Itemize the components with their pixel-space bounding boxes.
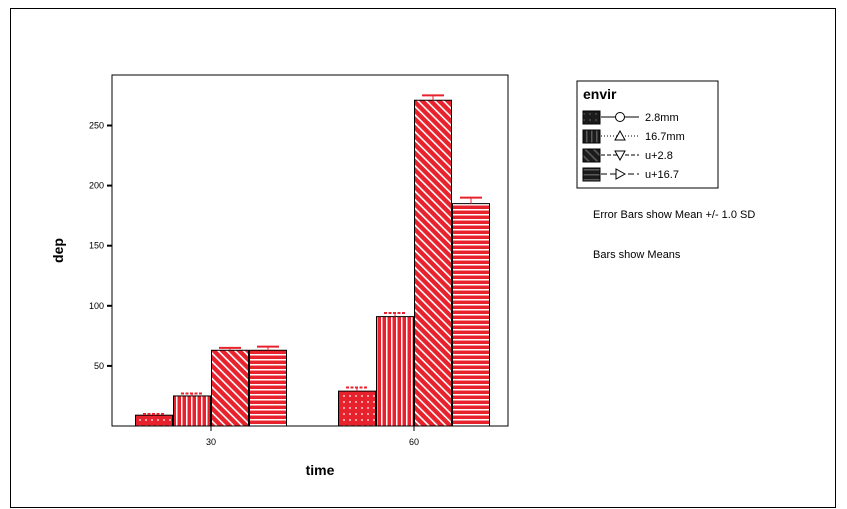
legend-marker	[614, 150, 626, 162]
bar	[414, 99, 452, 427]
bar	[249, 349, 287, 427]
legend-entry-label: 2.8mm	[645, 112, 679, 124]
y-tick-label: 50	[94, 361, 104, 371]
legend-swatch	[582, 148, 601, 163]
bar	[376, 316, 414, 427]
y-tick-label: 250	[89, 120, 104, 130]
bar	[211, 349, 249, 427]
legend-entry-label: u+16.7	[645, 169, 679, 181]
legend-entry-label: 16.7mm	[645, 131, 685, 143]
y-tick-label: 150	[89, 241, 104, 251]
bar	[452, 203, 490, 427]
legend-swatch	[582, 129, 601, 144]
chart-frame: 50 100 150 200 250 30 60 time dep envir 2.8mm 16.7…	[10, 8, 836, 508]
error-bars-note: Error Bars show Mean +/- 1.0 SD	[593, 209, 756, 221]
bar	[173, 395, 211, 427]
legend-marker	[615, 168, 627, 180]
x-tick-label: 60	[409, 437, 419, 447]
legend-marker	[614, 129, 626, 141]
legend-title: envir	[583, 86, 617, 102]
bar	[135, 414, 173, 427]
x-tick-label: 30	[206, 437, 216, 447]
legend-swatch	[582, 167, 601, 182]
y-axis-label: dep	[50, 238, 66, 263]
legend-marker	[615, 112, 625, 122]
bar	[338, 390, 376, 427]
y-tick-label: 100	[89, 301, 104, 311]
y-tick-label: 200	[89, 181, 104, 191]
x-axis-label: time	[306, 462, 335, 478]
bars-note: Bars show Means	[593, 249, 681, 261]
legend-swatch	[582, 110, 601, 125]
bar-chart: 50 100 150 200 250 30 60 time dep envir 2.8mm 16.7…	[50, 74, 719, 478]
plot-area	[111, 74, 509, 427]
legend-entry-label: u+2.8	[645, 150, 673, 162]
